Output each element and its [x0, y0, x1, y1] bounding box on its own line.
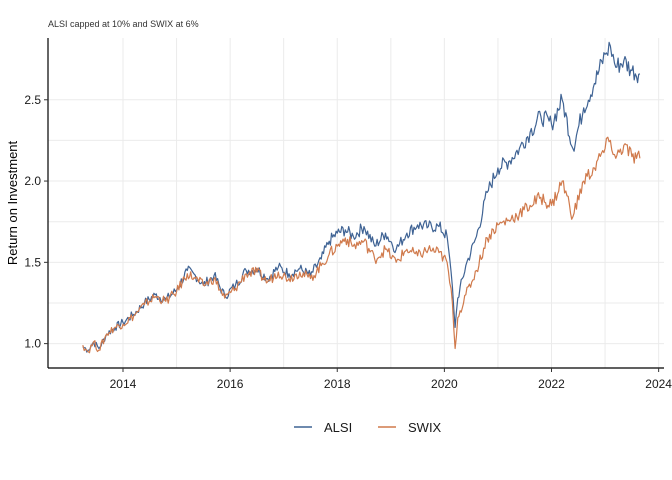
legend: ALSI SWIX [294, 420, 442, 435]
x-tick-label: 2018 [324, 377, 351, 391]
legend-label-alsi: ALSI [324, 420, 352, 435]
x-tick-label: 2014 [110, 377, 137, 391]
y-axis-label: Return on Investment [5, 140, 20, 265]
series-line-swix [82, 136, 641, 354]
y-tick-label: 1.5 [24, 255, 41, 269]
axes [44, 38, 664, 372]
x-tick-label: 2016 [217, 377, 244, 391]
x-tick-label: 2024 [645, 377, 672, 391]
tick-labels: 2014 2016 2018 2020 2022 2024 1.0 1.5 2.0 2.5 [24, 93, 672, 391]
chart-subtitle: ALSI capped at 10% and SWIX at 6% [48, 19, 199, 29]
series-lines [82, 41, 641, 354]
y-tick-label: 1.0 [24, 337, 41, 351]
legend-label-swix: SWIX [408, 420, 442, 435]
gridlines [48, 38, 664, 368]
x-tick-label: 2020 [431, 377, 458, 391]
y-tick-label: 2.5 [24, 93, 41, 107]
y-tick-label: 2.0 [24, 174, 41, 188]
x-tick-label: 2022 [538, 377, 565, 391]
